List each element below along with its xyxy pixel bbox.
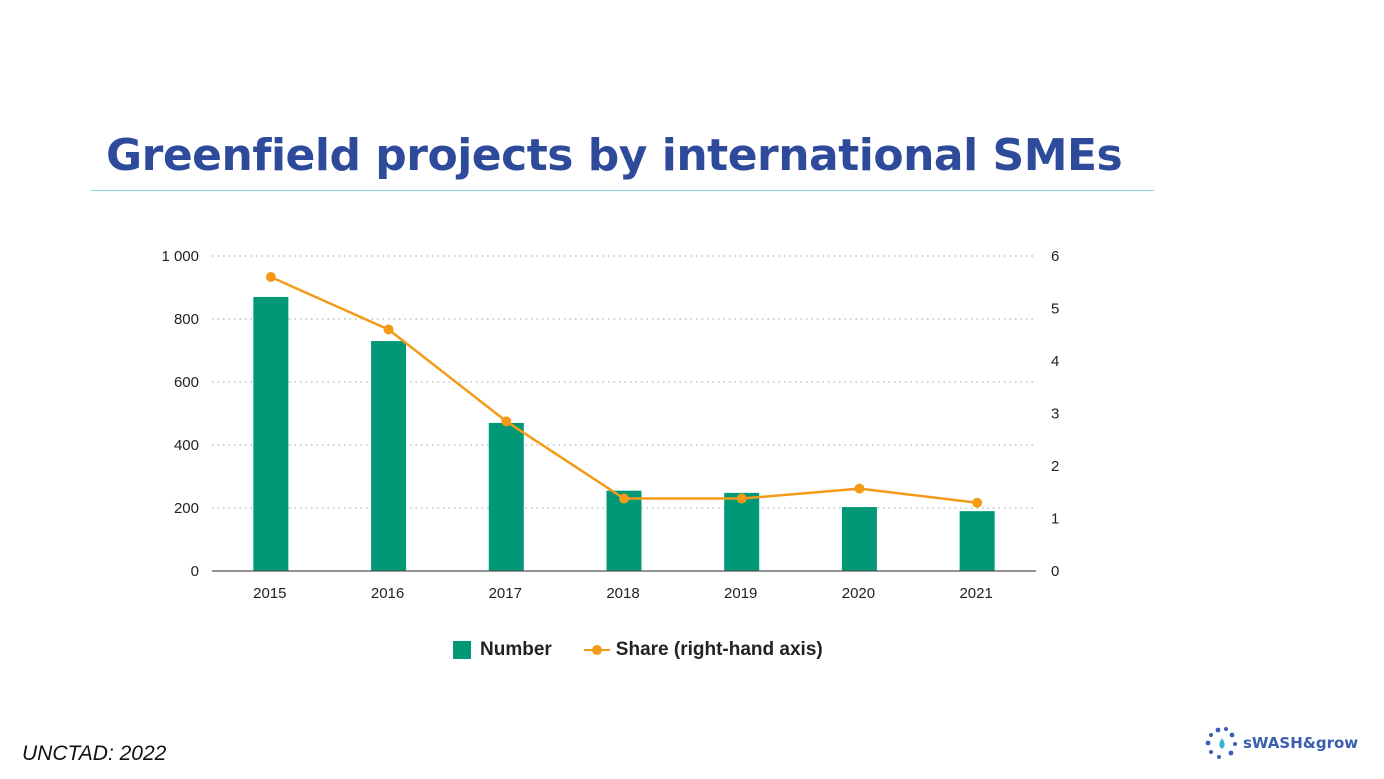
y-left-tick-label: 600 [174,374,199,391]
y-left-tick-label: 400 [174,437,199,454]
legend-item-number: Number [453,639,552,661]
chart-legend: Number Share (right-hand axis) [453,639,823,661]
share-point [736,493,747,504]
y-left-tick-label: 0 [191,563,199,580]
y-right-tick-label: 3 [1051,406,1059,423]
x-tick-label: 2018 [606,585,639,602]
share-point [619,493,629,504]
dots-logo-icon [1205,727,1237,759]
share-point [854,483,865,494]
bar [606,490,642,571]
bar-series [253,296,995,571]
share-point [265,272,276,282]
brand-logo: sWASH&grow [1205,726,1358,760]
legend-item-share: Share (right-hand axis) [583,639,823,661]
share-point [383,324,394,335]
y-left-tick-label: 200 [174,500,199,517]
bar [253,296,289,571]
y-right-tick-label: 6 [1051,248,1059,265]
x-tick-label: 2021 [959,585,992,602]
bar [724,492,760,571]
source-note: UNCTAD: 2022 [22,742,167,765]
y-left-tick-label: 1 000 [161,248,199,265]
bar [841,507,877,571]
y-right-tick-label: 5 [1051,301,1059,318]
title-underline [91,190,1154,191]
legend-label-share: Share (right-hand axis) [615,639,823,660]
y-left-tick-label: 800 [174,311,199,328]
x-tick-label: 2015 [253,585,286,602]
legend-bar-swatch [453,641,471,659]
share-point [501,416,512,427]
y-right-tick-label: 0 [1051,563,1059,580]
legend-label-number: Number [480,639,552,660]
x-tick-label: 2017 [489,585,522,602]
grid-lines [212,255,1036,509]
axes: 0 200 400 600 800 1 000 0 1 2 3 4 5 6 2015 2016 2017 201… [161,248,1059,602]
bar [488,422,524,571]
y-right-tick-label: 2 [1051,458,1059,475]
legend-line-marker [583,641,610,659]
share-point [972,497,983,508]
logo-text: sWASH&grow [1243,734,1359,752]
line-series [265,272,983,508]
bar [959,511,995,571]
x-tick-label: 2016 [371,585,404,602]
slide-title: Greenfield projects by international SME… [106,130,1123,181]
x-tick-label: 2019 [724,585,757,602]
y-right-tick-label: 1 [1051,511,1059,528]
y-right-tick-label: 4 [1051,353,1059,370]
bar [371,341,407,571]
x-tick-label: 2020 [842,585,875,602]
